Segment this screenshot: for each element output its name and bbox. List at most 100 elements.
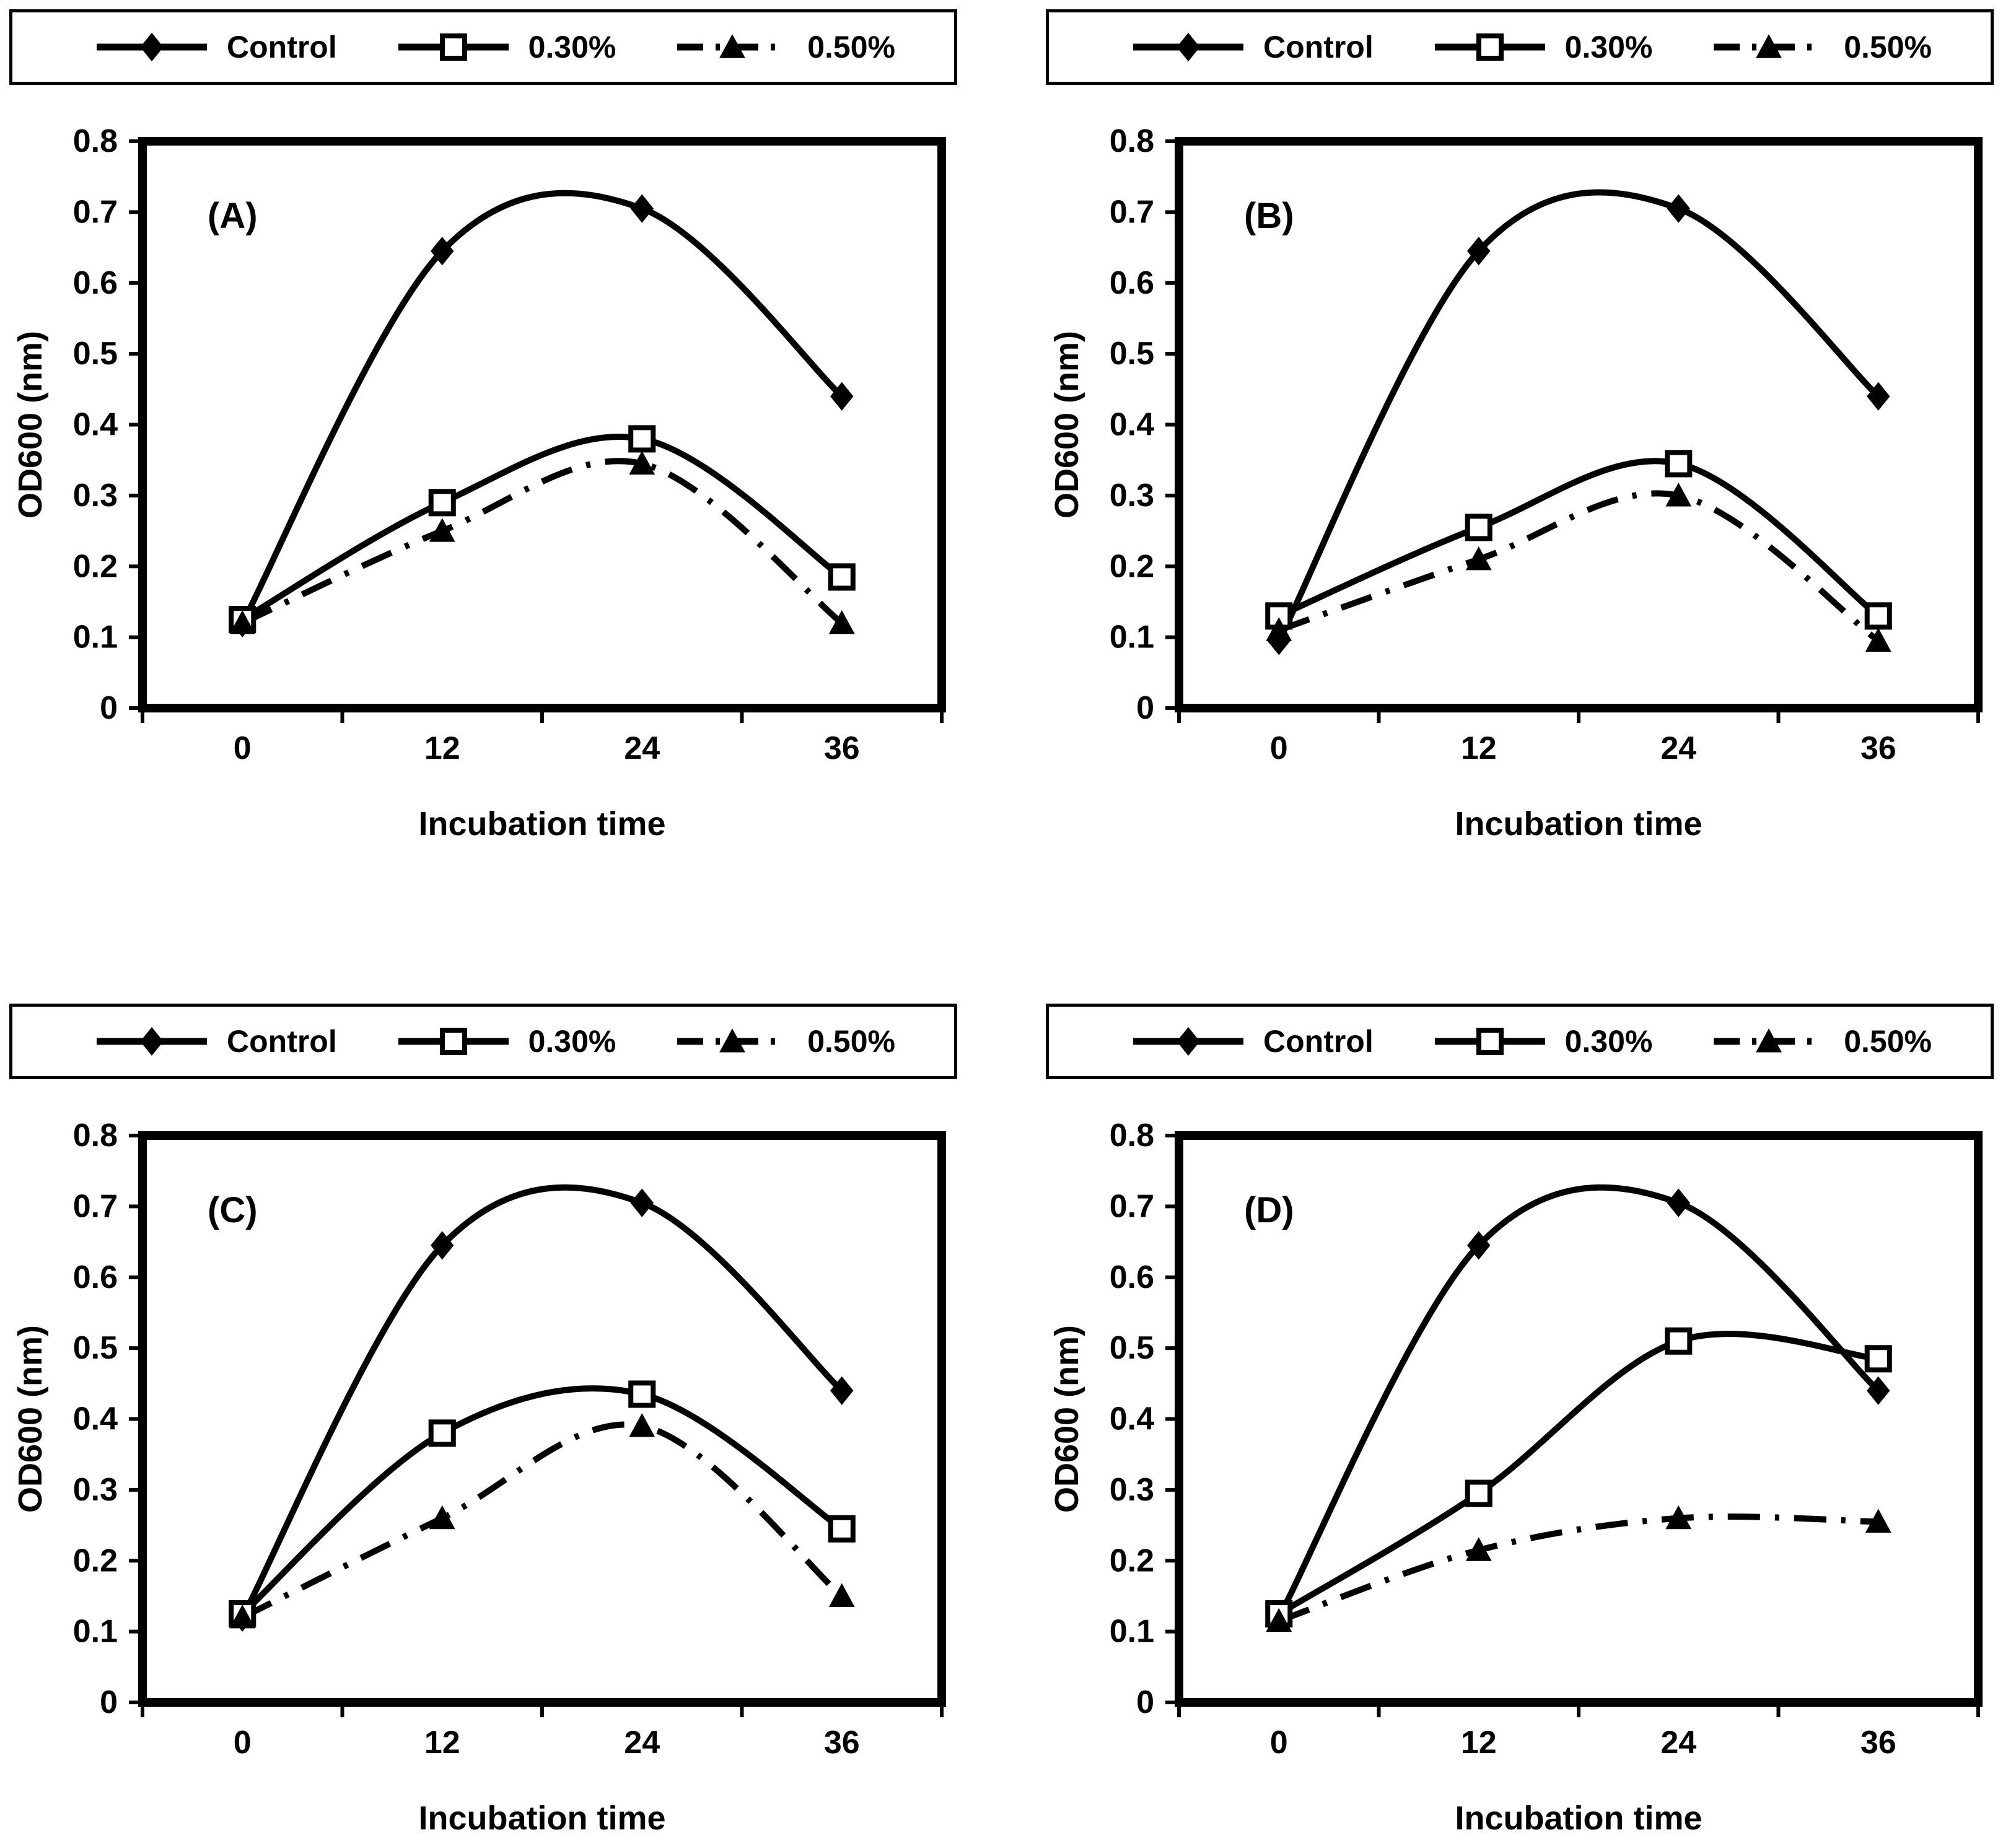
legend-swatch: [1714, 34, 1825, 58]
legend: Control 0.30% 0.50%: [9, 1004, 957, 1079]
diamond-marker-icon: [140, 1027, 164, 1056]
y-tick-label: 0.4: [73, 407, 118, 443]
x-tick-label: 36: [1861, 730, 1896, 766]
y-tick-label: 0.4: [1110, 1401, 1154, 1437]
legend-label: 0.30%: [1564, 1024, 1653, 1059]
chart-c: 0 0.1 0.2 0.3 0.4 0.5 0.6 0.7 0.8 0 12 24 36 (C) OD600…: [12, 1118, 946, 1837]
square-marker-icon: [1465, 514, 1492, 541]
panel-label: (B): [1244, 196, 1294, 236]
series-line-030pct: [240, 1385, 844, 1616]
square-marker-icon: [439, 1027, 467, 1056]
y-tick-label: 0.3: [1110, 478, 1154, 514]
y-axis-title: OD600 (nm): [12, 1325, 49, 1513]
legend-item-control: Control: [93, 27, 337, 67]
triangle-marker-icon: [1266, 1608, 1292, 1632]
square-marker-icon: [628, 1380, 656, 1408]
x-tick-label: 0: [234, 1725, 252, 1761]
legend-swatch: [1434, 1027, 1545, 1056]
chart-b: 0 0.1 0.2 0.3 0.4 0.5 0.6 0.7 0.8 0 12 24 36 (B) OD600…: [1048, 123, 1983, 843]
panel-label: (C): [208, 1190, 258, 1230]
x-axis-title: Incubation time: [418, 1800, 665, 1837]
diamond-marker-icon: [1177, 1027, 1200, 1056]
legend-item-030pct: 0.30%: [1431, 27, 1653, 67]
triangle-marker-icon: [1756, 1028, 1782, 1053]
y-tick-label: 0: [1136, 1684, 1154, 1720]
legend-label: Control: [227, 1024, 337, 1059]
x-tick-label: 12: [1461, 730, 1497, 766]
legend-label: 0.50%: [1844, 30, 1932, 64]
diamond-marker-icon: [1667, 194, 1690, 223]
diamond-marker-icon: [1667, 1188, 1690, 1217]
x-axis-title: Incubation time: [1455, 1800, 1702, 1837]
y-tick-label: 0: [100, 1684, 118, 1720]
square-marker-icon: [1864, 602, 1892, 630]
chart-a: 0 0.1 0.2 0.3 0.4 0.5 0.6 0.7 0.8 0 12 24 36 (A) OD600…: [12, 123, 946, 843]
y-tick-label: 0.5: [73, 336, 118, 372]
y-tick-label: 0.6: [1110, 265, 1154, 301]
legend: Control 0.30% 0.50%: [1046, 1004, 1994, 1079]
panel-label: (A): [208, 196, 258, 236]
x-tick-label: 36: [1861, 1725, 1896, 1761]
square-marker-icon: [428, 489, 456, 517]
square-marker-icon: [428, 1419, 456, 1447]
series-line-050pct: [241, 458, 844, 626]
series-line-050pct: [1278, 490, 1880, 644]
y-tick-label: 0.4: [73, 1401, 118, 1437]
x-tick-label: 24: [624, 1725, 660, 1761]
triangle-marker-icon: [229, 1604, 256, 1629]
y-tick-label: 0.7: [73, 1188, 118, 1224]
series-line-050pct: [1278, 1513, 1878, 1624]
triangle-marker-icon: [1465, 546, 1492, 571]
panel-d: Control 0.30% 0.50% 0 0.1 0.2 0.3 0.4 0.5 0.6 0.7…: [1046, 1004, 1994, 1848]
panel-b: Control 0.30% 0.50% 0 0.1 0.2 0.3 0.4 0.5 0.6 0.7…: [1046, 9, 1994, 854]
square-marker-icon: [1665, 450, 1693, 478]
triangle-marker-icon: [1665, 482, 1692, 507]
y-tick-label: 0.5: [1110, 1330, 1154, 1366]
legend-label: 0.50%: [807, 1024, 895, 1059]
triangle-marker-icon: [1865, 628, 1891, 652]
legend-item-050pct: 0.50%: [673, 27, 895, 67]
plot-frame: [138, 1131, 946, 1707]
legend: Control 0.30% 0.50%: [9, 9, 957, 85]
x-tick-label: 0: [234, 730, 252, 766]
x-tick-label: 0: [1270, 730, 1288, 766]
legend-swatch: [398, 33, 509, 61]
diamond-marker-icon: [1867, 1376, 1890, 1405]
legend-swatch: [1434, 33, 1545, 61]
series-line-control: [239, 1184, 844, 1619]
legend-item-control: Control: [1129, 1022, 1374, 1061]
legend-swatch: [1133, 1027, 1243, 1056]
y-axis-title: OD600 (nm): [1048, 331, 1085, 519]
square-marker-icon: [1465, 1479, 1492, 1507]
legend-item-050pct: 0.50%: [1710, 1022, 1932, 1061]
legend-item-030pct: 0.30%: [1431, 1022, 1653, 1061]
legend-item-050pct: 0.50%: [673, 1022, 895, 1061]
legend-swatch: [1714, 1028, 1825, 1053]
legend-label: 0.50%: [807, 30, 895, 64]
x-tick-label: 0: [1270, 1725, 1288, 1761]
diamond-marker-icon: [630, 194, 654, 223]
square-marker-icon: [1665, 1327, 1693, 1355]
legend-swatch: [97, 32, 207, 62]
y-tick-label: 0.2: [1110, 548, 1154, 584]
x-tick-label: 36: [824, 1725, 860, 1761]
x-tick-label: 24: [624, 730, 660, 766]
legend-item-control: Control: [93, 1022, 337, 1061]
diamond-marker-icon: [140, 32, 164, 62]
series-line-control: [1276, 189, 1881, 642]
y-tick-label: 0.7: [73, 194, 118, 230]
y-tick-label: 0.1: [1110, 620, 1154, 655]
y-tick-label: 0.7: [1110, 1188, 1154, 1224]
y-tick-label: 0.8: [1110, 1118, 1154, 1154]
series-line-control: [239, 190, 844, 625]
triangle-marker-icon: [429, 1505, 455, 1530]
legend-label: 0.30%: [1564, 30, 1653, 64]
diamond-marker-icon: [1177, 32, 1200, 62]
triangle-marker-icon: [229, 610, 256, 634]
square-marker-icon: [1864, 1345, 1892, 1373]
panel-c: Control 0.30% 0.50% 0 0.1 0.2 0.3 0.4 0.5 0.6 0.7…: [9, 1004, 957, 1848]
series-line-030pct: [1277, 1331, 1879, 1617]
triangle-marker-icon: [1865, 1509, 1891, 1533]
x-tick-label: 12: [424, 730, 460, 766]
